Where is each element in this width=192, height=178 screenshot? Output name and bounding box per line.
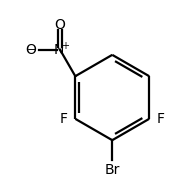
Text: O: O bbox=[25, 43, 36, 57]
Text: N: N bbox=[54, 43, 64, 57]
Text: Br: Br bbox=[105, 163, 120, 177]
Text: −: − bbox=[26, 45, 36, 55]
Text: O: O bbox=[55, 18, 65, 32]
Text: +: + bbox=[60, 41, 69, 51]
Text: F: F bbox=[60, 112, 68, 126]
Text: F: F bbox=[157, 112, 165, 126]
